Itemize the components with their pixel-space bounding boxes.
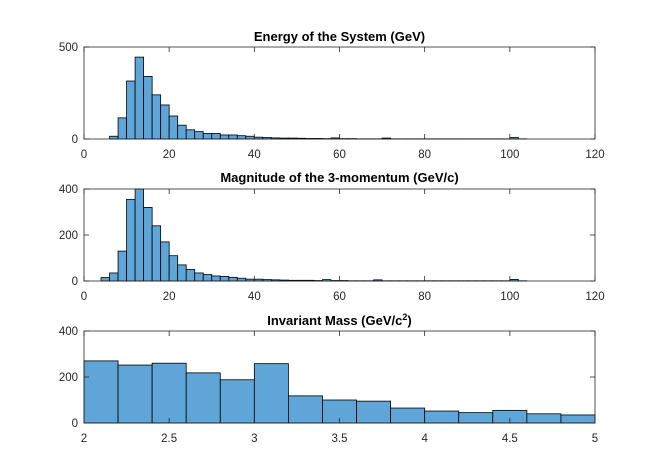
energy-bar [245,135,255,140]
mass-ytick-label: 200 [59,372,78,384]
mass-bar [424,410,460,424]
energy-bar [151,94,162,140]
energy-bar [126,80,136,140]
mass-bar [526,413,562,424]
mass-bar [151,362,187,424]
momentum-bar [185,269,196,282]
mass-bar [560,414,596,424]
mass-x-ticks: 2 2.5 3 3.5 4 4.5 5 [81,433,598,445]
mass-ytick-label: 0 [72,418,78,430]
mass-bar [185,372,221,424]
panel-momentum: Magnitude of the 3-momentum (GeV/c) 0 20… [59,170,605,303]
momentum-xtick-label: 40 [248,291,261,303]
momentum-bar [211,275,221,282]
momentum-bar [219,275,230,282]
momentum-bar [126,198,136,282]
energy-bar [185,129,196,140]
momentum-bar [151,225,162,282]
momentum-bar [100,277,110,282]
energy-bars [109,56,528,140]
mass-tick-marks [83,330,596,424]
momentum-bar [117,250,127,282]
momentum-bar [194,272,204,282]
energy-bar [109,135,119,140]
energy-xtick-label: 100 [500,149,519,161]
mass-xtick-label: 3 [251,433,257,445]
momentum-bar [236,277,247,282]
energy-title: Energy of the System (GeV) [254,29,425,44]
momentum-bar [177,264,187,282]
panel-mass: Invariant Mass (GeV/c2) 2 2.5 3 3.5 4 4.… [59,312,598,445]
momentum-bar [228,276,238,282]
energy-xtick-label: 0 [81,149,87,161]
mass-ytick-label: 400 [59,326,78,338]
momentum-xtick-label: 80 [418,291,431,303]
energy-bar [160,104,170,140]
energy-bar [228,134,238,140]
energy-xtick-label: 60 [333,149,346,161]
mass-bar [287,395,323,424]
energy-ytick-label: 0 [72,134,78,146]
momentum-xtick-label: 100 [500,291,519,303]
mass-bars [83,360,596,424]
momentum-bar [143,206,153,282]
mass-bar [83,360,119,424]
energy-bar [134,56,145,140]
energy-xtick-label: 120 [585,149,604,161]
energy-xtick-label: 20 [163,149,176,161]
momentum-bar [202,274,213,282]
momentum-xtick-label: 20 [163,291,176,303]
mass-xtick-label: 3.5 [332,433,348,445]
momentum-bars [100,188,528,282]
momentum-bar [168,255,179,282]
energy-bar [194,131,204,140]
momentum-bar [160,241,170,282]
energy-y-ticks: 0 500 [59,42,78,146]
mass-xtick-label: 5 [592,433,598,445]
mass-bar [458,412,494,424]
energy-bar [211,133,221,140]
momentum-xtick-label: 60 [333,291,346,303]
energy-x-ticks: 0 20 40 60 80 100 120 [81,149,605,161]
panel-energy: Energy of the System (GeV) 0 20 40 60 80… [59,29,605,161]
mass-bar [390,407,426,424]
energy-bar [236,135,247,140]
mass-xtick-label: 4 [421,433,428,445]
energy-xtick-label: 40 [248,149,261,161]
momentum-y-ticks: 0 200 400 [59,184,78,288]
mass-xtick-label: 2 [81,433,87,445]
mass-y-ticks: 0 200 400 [59,326,78,430]
momentum-x-ticks: 0 20 40 60 80 100 120 [81,291,605,303]
energy-bar [219,134,230,140]
momentum-ytick-label: 200 [59,230,78,242]
mass-bar [117,364,153,424]
momentum-ytick-label: 0 [72,276,78,288]
momentum-tick-marks [83,188,596,282]
mass-bar [219,379,255,424]
energy-bar [117,117,127,140]
momentum-xtick-label: 120 [585,291,604,303]
mass-xtick-label: 2.5 [161,433,177,445]
mass-bar [356,400,391,424]
mass-title: Invariant Mass (GeV/c2) [267,312,411,328]
energy-bar [202,133,213,140]
mass-bar [253,363,289,424]
energy-ytick-label: 500 [59,42,78,54]
momentum-ytick-label: 400 [59,184,78,196]
momentum-bar [134,188,145,282]
energy-tick-marks [83,46,596,140]
momentum-title: Magnitude of the 3-momentum (GeV/c) [220,170,458,185]
energy-bar [177,124,187,140]
momentum-bar [109,272,119,282]
mass-xtick-label: 4.5 [502,433,518,445]
momentum-xtick-label: 0 [81,291,87,303]
energy-xtick-label: 80 [418,149,431,161]
energy-bar [168,115,179,140]
energy-bar [143,76,153,140]
